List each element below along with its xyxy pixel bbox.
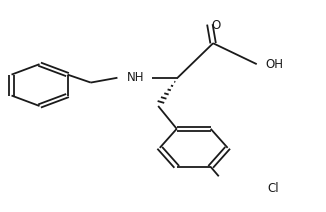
Text: O: O bbox=[212, 19, 221, 32]
Text: OH: OH bbox=[265, 58, 284, 71]
Text: NH: NH bbox=[127, 71, 144, 84]
Text: Cl: Cl bbox=[267, 182, 279, 195]
